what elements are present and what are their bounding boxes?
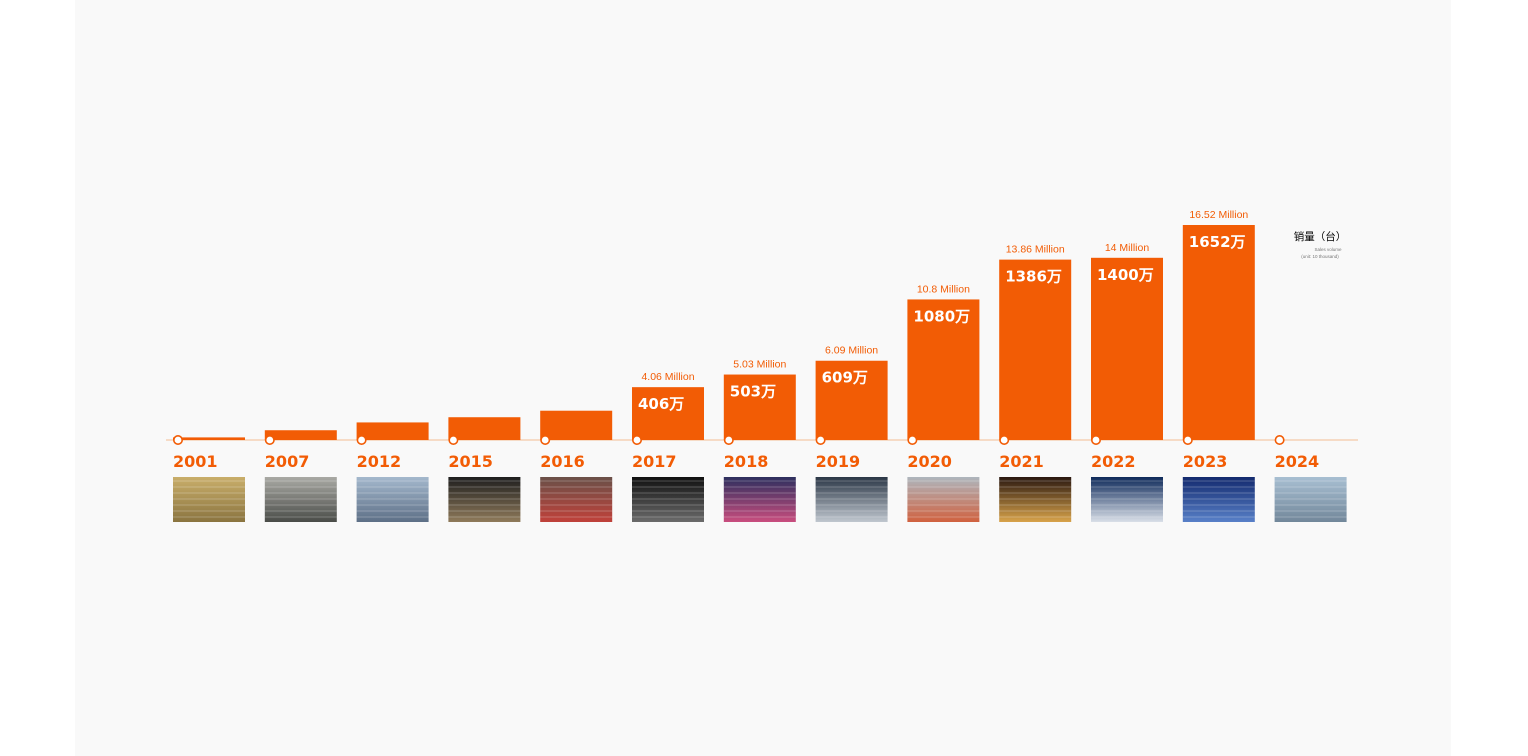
stage-presentation-photo-2023 [1182, 477, 1255, 522]
yadea-press-photo-2022 [1091, 477, 1163, 522]
year-label-2019: 2019 [816, 452, 861, 471]
timeline-marker-2020 [907, 434, 918, 445]
bar-2022 [1091, 257, 1163, 440]
bar-2016 [540, 410, 613, 440]
bar-value-label-2023: 1652万 [1189, 233, 1246, 251]
legend-subtitle-line-1: Sales volume [1314, 247, 1342, 252]
labels-layer: 2001 2007 2012 2015 2016 406万 4.06 Million 2017… [173, 209, 1319, 471]
factory-building-photo-2001 [173, 477, 245, 522]
cctv-award-photo-2021 [999, 477, 1072, 522]
year-label-2022: 2022 [1091, 452, 1136, 471]
legend-subtitle-line-2: (unit: 10 thousand) [1301, 254, 1339, 259]
bar-2019 [815, 360, 888, 440]
factory-building-photo-2024 [1274, 477, 1347, 522]
timeline-marker-2023 [1182, 434, 1193, 445]
bar-2023 [1182, 225, 1255, 440]
bar-annotation-2022: 14 Million [1105, 242, 1150, 254]
bar-2021 [999, 259, 1072, 440]
bar-annotation-2020: 10.8 Million [917, 283, 970, 295]
bar-2015 [448, 417, 521, 440]
exhibition-booth-photo-2016 [540, 477, 613, 522]
bar-2012 [356, 422, 429, 440]
timeline-marker-2001 [173, 434, 184, 445]
scooter-riders-photo-2007 [264, 477, 337, 522]
bar-annotation-2019: 6.09 Million [825, 345, 878, 357]
bar-2018 [723, 374, 796, 440]
chart-legend: 销量（台） Sales volume (unit: 10 thousand) [1294, 230, 1347, 259]
year-label-2015: 2015 [448, 452, 493, 471]
scooter-product-photo-2017 [632, 477, 704, 522]
warehouse-trucks-photo-2020 [907, 477, 980, 522]
year-label-2016: 2016 [540, 452, 585, 471]
timeline-marker-2017 [631, 434, 642, 445]
bar-value-label-2022: 1400万 [1097, 266, 1154, 284]
bar-value-label-2017: 406万 [638, 395, 684, 413]
page-canvas: 2001 2007 2012 2015 2016 406万 4.06 Million 2017… [75, 0, 1451, 756]
bar-value-label-2020: 1080万 [913, 307, 970, 325]
bar-annotation-2018: 5.03 Million [733, 359, 786, 371]
timeline-marker-2015 [448, 434, 459, 445]
sales-volume-bar-chart: 2001 2007 2012 2015 2016 406万 4.06 Million 2017… [166, 209, 1358, 522]
year-label-2012: 2012 [357, 452, 402, 471]
timeline-marker-2016 [540, 434, 551, 445]
year-label-2021: 2021 [999, 452, 1044, 471]
photos-layer [173, 477, 1347, 522]
bar-value-label-2021: 1386万 [1005, 268, 1062, 286]
timeline-marker-2007 [264, 434, 275, 445]
year-label-2007: 2007 [265, 452, 310, 471]
world-map-photo-2015 [448, 477, 521, 522]
yadea-building-photo-2019 [815, 477, 888, 522]
bar-2020 [907, 299, 980, 440]
bar-annotation-2023: 16.52 Million [1189, 209, 1248, 221]
stage-event-photo-2018 [723, 477, 796, 522]
bar-value-label-2019: 609万 [822, 369, 868, 387]
year-label-2020: 2020 [907, 452, 952, 471]
bar-2001 [173, 437, 245, 440]
year-label-2024: 2024 [1275, 452, 1320, 471]
bars-layer [173, 225, 1255, 440]
factory-building-photo-2012 [356, 477, 429, 522]
year-label-2017: 2017 [632, 452, 677, 471]
bar-value-label-2018: 503万 [730, 383, 776, 401]
timeline-marker-2021 [999, 434, 1010, 445]
timeline-marker-2012 [356, 434, 367, 445]
timeline-marker-2024 [1274, 434, 1285, 445]
bar-annotation-2021: 13.86 Million [1006, 244, 1065, 256]
year-label-2001: 2001 [173, 452, 218, 471]
bar-annotation-2017: 4.06 Million [641, 371, 694, 383]
timeline-marker-2018 [723, 434, 734, 445]
year-label-2023: 2023 [1183, 452, 1228, 471]
bar-2007 [264, 430, 337, 440]
bar-2017 [632, 387, 704, 440]
timeline-marker-2019 [815, 434, 826, 445]
year-label-2018: 2018 [724, 452, 769, 471]
timeline-marker-2022 [1090, 434, 1101, 445]
legend-title: 销量（台） [1294, 230, 1347, 243]
